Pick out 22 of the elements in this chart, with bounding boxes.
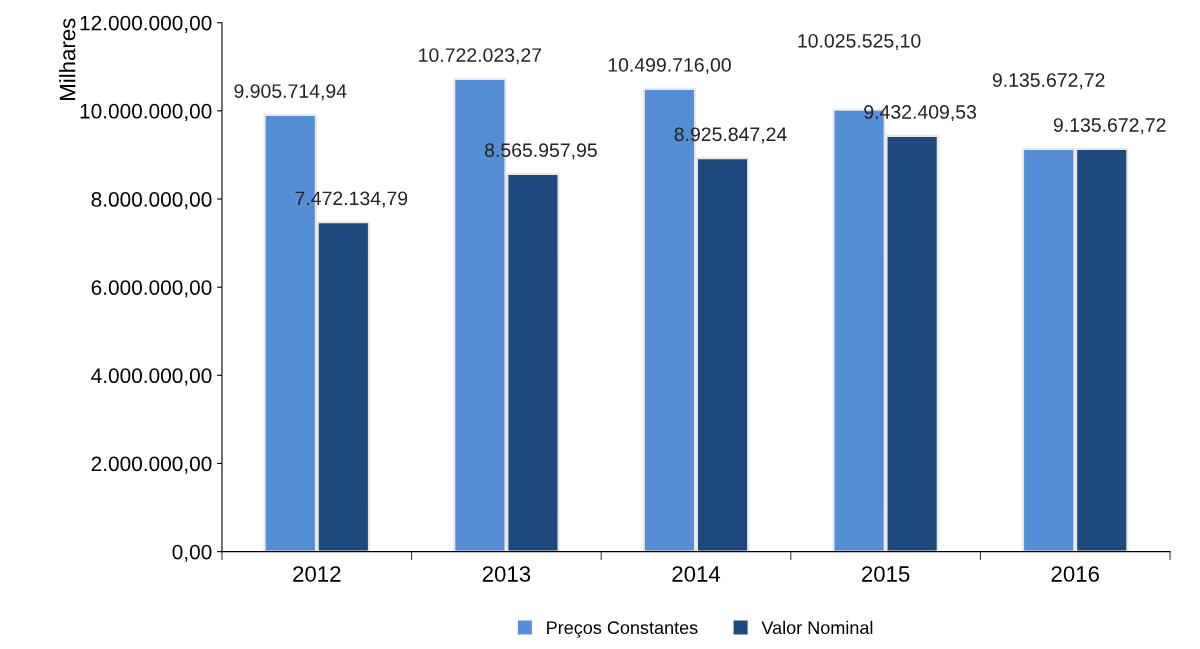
y-axis-title: Milhares	[59, 18, 76, 100]
data-label: 9.432.409,53	[864, 105, 977, 122]
y-tick-label: 8.000.000,00	[91, 192, 212, 210]
x-tick-label: 2013	[482, 566, 531, 582]
y-tick-label: 0,00	[172, 544, 212, 562]
y-tick-label: 6.000.000,00	[91, 280, 212, 298]
y-tick-label: 12.000.000,00	[80, 15, 212, 33]
x-tick-label: 2015	[862, 566, 910, 582]
legend-label: Valor Nominal	[761, 620, 873, 635]
x-tick-label: 2016	[1051, 566, 1099, 582]
y-tick-label: 10.000.000,00	[80, 103, 212, 122]
x-tick-label: 2012	[293, 566, 341, 582]
data-label: 9.905.714,94	[234, 84, 347, 101]
data-label: 10.499.716,00	[608, 58, 731, 75]
data-label: 9.135.672,72	[992, 73, 1105, 90]
data-label: 10.722.023,27	[419, 48, 542, 65]
data-label: 10.025.525,10	[798, 33, 921, 51]
legend-label: Preços Constantes	[547, 621, 698, 638]
data-label: 9.135.672,72	[1053, 118, 1166, 135]
y-tick-label: 4.000.000,00	[91, 368, 212, 386]
x-tick-label: 2014	[672, 566, 721, 582]
y-tick-label: 2.000.000,00	[91, 456, 212, 474]
